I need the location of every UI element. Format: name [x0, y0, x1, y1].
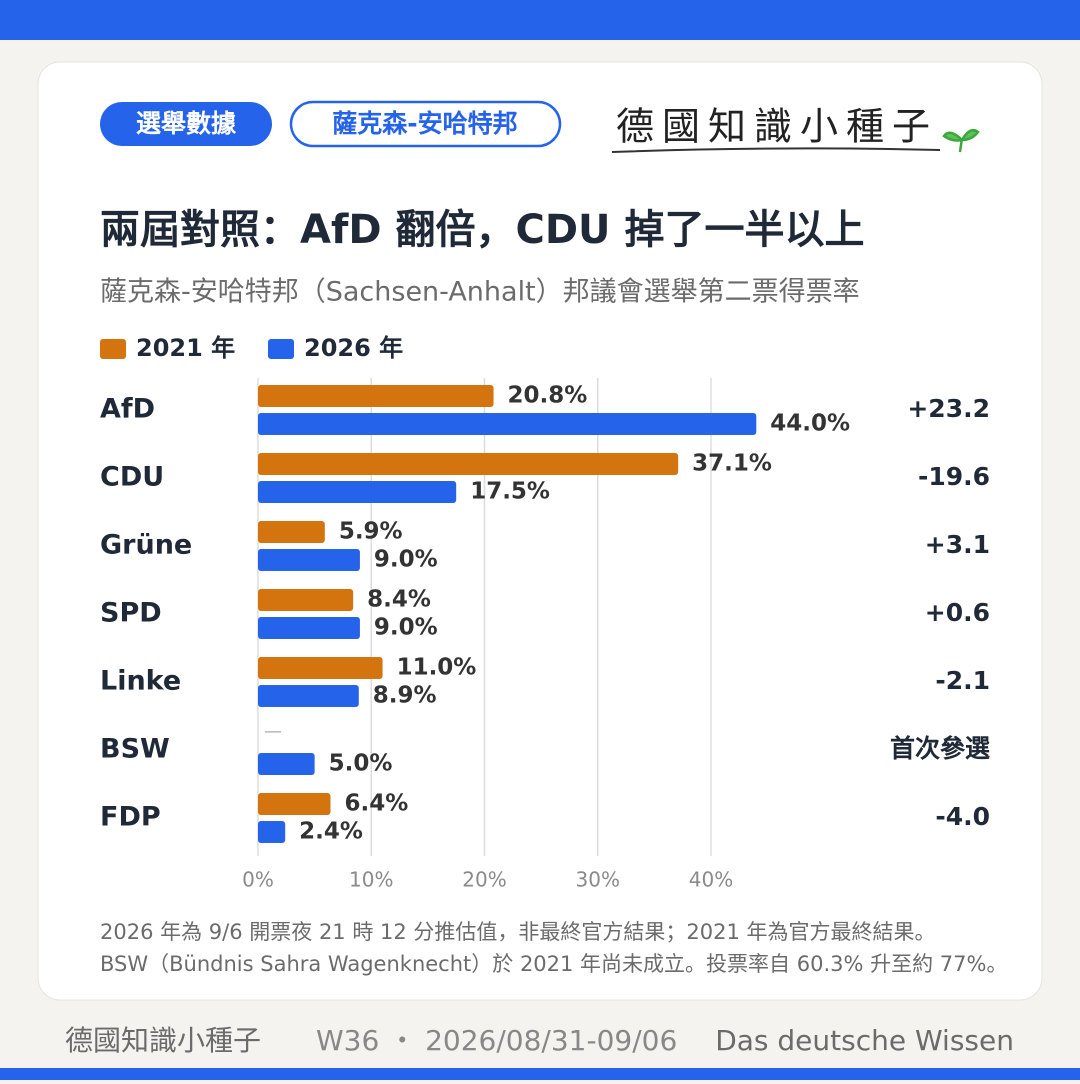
- bar: [258, 589, 354, 611]
- x-tick-label: 20%: [462, 868, 506, 892]
- top-band: [0, 0, 1080, 40]
- value-label: —: [264, 721, 282, 742]
- tag: [100, 102, 272, 146]
- category-label: CDU: [100, 462, 164, 493]
- bar: [258, 793, 331, 815]
- footer-week: W36 ・ 2026/08/31-09/06: [316, 1024, 677, 1057]
- bottom-band: [0, 1068, 1080, 1080]
- tag: [289, 100, 562, 148]
- legend-label: 2026 年: [304, 334, 403, 362]
- value-label: 5.0%: [329, 751, 393, 777]
- category-label: FDP: [100, 802, 161, 833]
- bar: [258, 549, 360, 571]
- x-tick-label: 0%: [242, 868, 274, 892]
- change-label: +0.6: [925, 598, 990, 627]
- change-label: -2.1: [935, 666, 990, 695]
- value-label: 5.9%: [339, 519, 403, 545]
- value-label: 17.5%: [470, 479, 550, 505]
- category-label: BSW: [100, 734, 170, 765]
- footer-brand: 德國知識小種子: [65, 1024, 261, 1057]
- chart-subtitle: 薩克森-安哈特邦（Sachsen-Anhalt）邦議會選舉第二票得票率: [100, 277, 860, 308]
- footnote: 2026 年為 9/6 開票夜 21 時 12 分推估值，非最終官方結果；202…: [100, 920, 936, 944]
- chart-title: 兩屆對照：AfD 翻倍，CDU 掉了一半以上: [100, 207, 864, 253]
- x-tick-label: 30%: [576, 868, 620, 892]
- value-label: 9.0%: [374, 547, 438, 573]
- logo-underline: [611, 147, 941, 153]
- value-label: 37.1%: [692, 451, 772, 477]
- value-label: 44.0%: [770, 411, 850, 437]
- footnote: BSW（Bündnis Sahra Wagenknecht）於 2021 年尚未…: [100, 952, 1007, 976]
- bar: [258, 685, 359, 707]
- change-label: +3.1: [925, 530, 990, 559]
- footer-tagline: Das deutsche Wissen: [715, 1024, 1014, 1057]
- category-label: Grüne: [100, 530, 192, 561]
- x-tick-label: 10%: [349, 868, 393, 892]
- bar: [258, 821, 286, 843]
- change-label: -4.0: [935, 802, 990, 831]
- change-label: 首次參選: [890, 734, 990, 763]
- value-label: 9.0%: [374, 615, 438, 641]
- bar: [258, 753, 315, 775]
- change-label: -19.6: [918, 462, 990, 491]
- category-label: SPD: [100, 598, 162, 629]
- legend-swatch: [268, 339, 294, 359]
- value-label: 6.4%: [344, 791, 408, 817]
- category-label: Linke: [100, 666, 181, 697]
- change-label: +23.2: [907, 394, 990, 423]
- bar: [258, 657, 383, 679]
- bar: [258, 521, 325, 543]
- bar: [258, 413, 757, 435]
- tag-text: 薩克森-安哈特邦: [332, 109, 517, 138]
- x-tick-label: 40%: [689, 868, 733, 892]
- value-label: 20.8%: [508, 383, 588, 409]
- value-label: 8.9%: [373, 683, 437, 709]
- category-label: AfD: [100, 394, 155, 425]
- bar: [258, 617, 360, 639]
- legend-swatch: [100, 339, 126, 359]
- sprout-icon: [942, 129, 980, 153]
- bar: [258, 481, 457, 503]
- bar: [258, 385, 494, 407]
- value-label: 11.0%: [397, 655, 477, 681]
- legend-label: 2021 年: [136, 334, 235, 362]
- value-label: 2.4%: [299, 819, 363, 845]
- bar: [258, 453, 679, 475]
- logo: 德國知識小種子: [616, 105, 938, 149]
- tag-text: 選舉數據: [136, 109, 237, 138]
- value-label: 8.4%: [367, 587, 431, 613]
